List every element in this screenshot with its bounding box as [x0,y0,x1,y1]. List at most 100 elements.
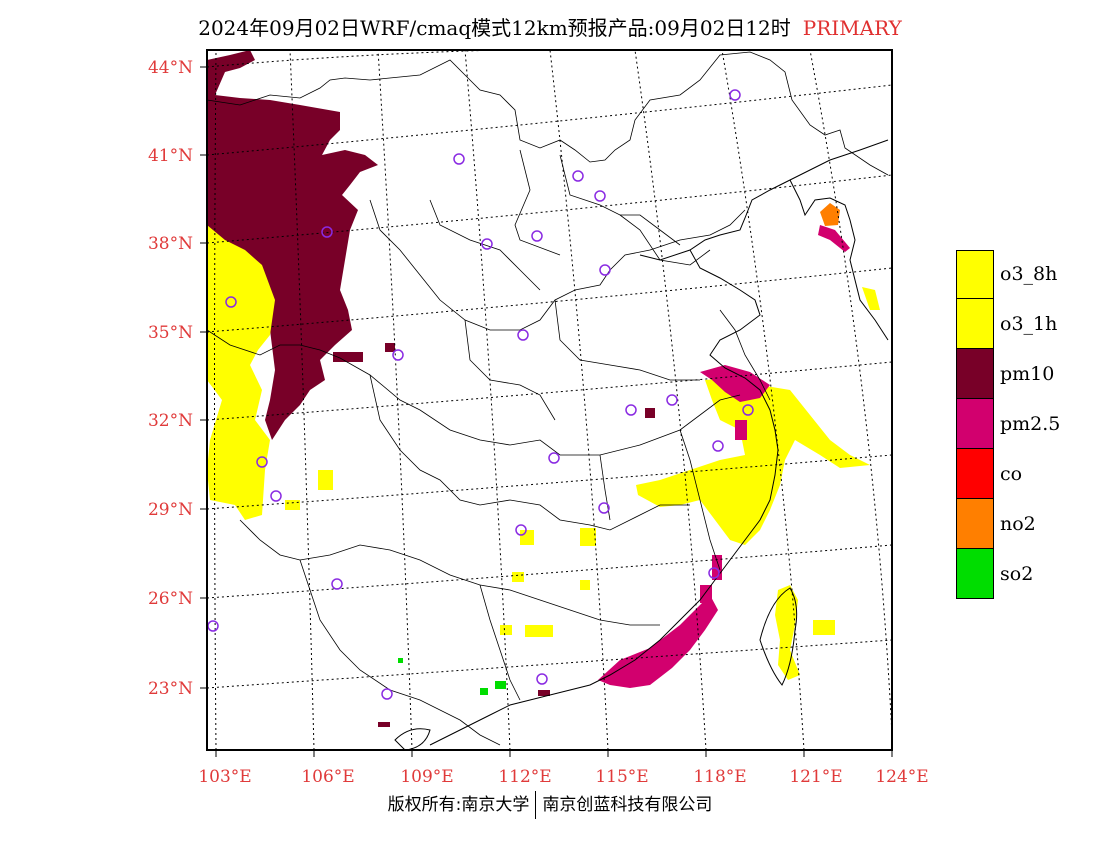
coast-east [429,249,779,746]
o3-patch [525,625,553,637]
lon-label: 118°E [693,767,746,787]
copyright-owner: 版权所有:南京大学 [387,795,530,815]
legend-item-co: co [956,449,1060,499]
station-marker [536,673,548,685]
boundary [679,429,721,571]
graticule-29N [207,454,892,510]
boundary [479,584,521,701]
lon-label: 121°E [789,767,842,787]
pm25-patch [818,225,850,252]
legend-item-o3-1h: o3_1h [956,299,1060,349]
footer-divider [535,791,537,819]
station-marker [517,329,529,341]
station-marker [270,490,282,502]
boundary [719,309,771,401]
o3-patch [500,625,512,635]
legend-swatch [956,349,994,399]
legend-item-no2: no2 [956,499,1060,549]
graticule-44N [207,50,892,68]
boundary [429,199,541,291]
legend-swatch [956,399,994,449]
o3-patch [580,580,590,590]
legend-swatch [956,449,994,499]
coast-korea [789,179,889,341]
copyright-footer: 版权所有:南京大学 南京创蓝科技有限公司 [0,790,1100,819]
boundary [239,519,660,626]
station-marker [572,170,584,182]
map-content [207,50,892,750]
boundary [369,374,690,531]
pm25-patch [712,555,722,580]
o3-patch [225,318,240,330]
boundary [559,154,681,246]
lat-label: 32°N [148,411,193,431]
legend-item-o3-8h: o3_8h [956,249,1060,299]
o3-patch [580,528,596,546]
graticule-103E [214,50,217,750]
station-marker [515,524,527,536]
so2-patch [480,688,488,695]
legend: o3_8h o3_1h pm10 pm2.5 co no2 so2 [956,249,1060,599]
tick-marks [200,66,893,757]
lat-label: 35°N [148,323,193,343]
graticule-35N [207,267,892,333]
legend-item-so2: so2 [956,549,1060,599]
pm25-patch [735,420,747,440]
legend-label: so2 [1000,563,1034,585]
station-marker [392,349,404,361]
graticule-121E [721,50,805,750]
coastline [394,139,889,750]
station-marker [453,153,465,165]
o3-patch [862,287,880,310]
lon-label: 115°E [595,767,648,787]
station-marker [331,578,343,590]
lon-label: 103°E [198,767,251,787]
o3-region-west [207,225,275,520]
station-marker [729,89,741,101]
graticule-26N [207,544,892,599]
o3-patch [318,470,333,490]
coast-taiwan [759,587,798,686]
map-frame [206,49,893,751]
station-marker [225,296,237,308]
lat-label: 26°N [148,589,193,609]
so2-patch [398,658,403,663]
legend-label: o3_1h [1000,313,1058,335]
lat-labels: 44°N 41°N 38°N 35°N 32°N 29°N 26°N 23°N [148,58,193,699]
legend-swatch [956,249,994,299]
lon-label: 124°E [875,767,928,787]
legend-label: co [1000,463,1023,485]
graticule-23N [207,639,892,689]
graticule-124E [809,50,892,736]
o3-area [207,225,880,680]
boundary [299,559,501,746]
lon-label: 109°E [400,767,453,787]
no2-area [820,203,840,226]
boundary [619,214,711,266]
pm10-area [207,50,655,727]
o3-patch [520,530,534,545]
pm10-patch [333,352,363,362]
copyright-company: 南京创蓝科技有限公司 [542,795,713,815]
title-primary: PRIMARY [802,16,902,40]
station-marker [256,456,268,468]
lat-label: 44°N [148,58,193,78]
station-marker [666,394,678,406]
legend-label: pm2.5 [1000,413,1061,435]
o3-patch [285,500,300,510]
station-marker [598,502,610,514]
legend-label: no2 [1000,513,1036,535]
legend-label: o3_8h [1000,263,1058,285]
so2-patch [495,681,506,689]
station-marker [531,230,543,242]
station-marker [548,452,560,464]
lat-label: 29°N [148,500,193,520]
graticule-32N [207,361,892,421]
coast-hainan [394,728,431,750]
lat-label: 38°N [148,234,193,254]
station-marker [381,688,393,700]
pm25-region-north [700,365,770,402]
boundary [554,299,700,381]
o3-region-east [636,378,870,545]
